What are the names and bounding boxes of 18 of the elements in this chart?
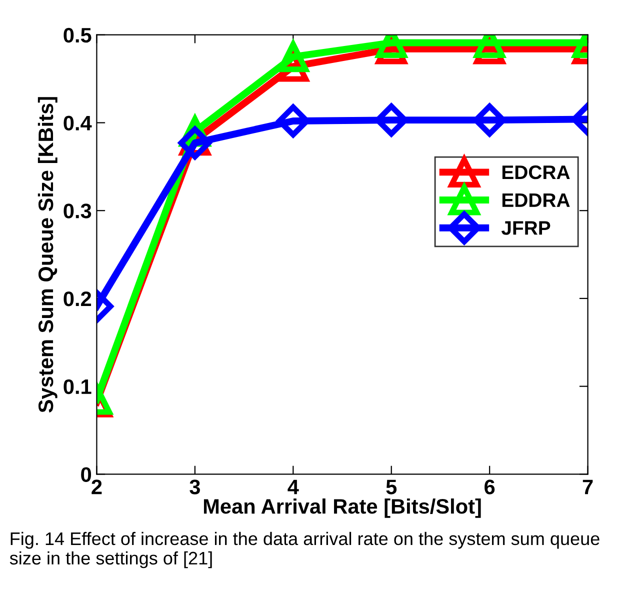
legend-label: EDDRA [502, 193, 570, 207]
legend-label: JFRP [501, 221, 550, 235]
x-tick-label: 2 [92, 480, 102, 494]
y-tick-label: 0.2 [64, 291, 92, 306]
y-tick-label: 0 [81, 467, 92, 482]
y-tick-label: 0.4 [64, 116, 92, 130]
legend-label: EDCRA [502, 165, 570, 180]
x-axis-title: Mean Arrival Rate [Bits/Slot] [204, 498, 481, 518]
x-tick-label: 4 [288, 480, 299, 494]
x-tick-label: 6 [484, 480, 495, 494]
x-tick-label: 7 [582, 480, 593, 494]
y-axis-title: System Sum Queue Size [KBits] [38, 97, 58, 413]
y-tick-label: 0.1 [64, 379, 92, 394]
y-tick-label: 0.3 [64, 204, 92, 218]
caption: Fig. 14 Effect of increase in the data arrival rate on the system sum queue size in the settings of [21] [10, 532, 600, 568]
x-tick-label: 3 [190, 480, 200, 494]
y-tick-label: 0.5 [64, 28, 92, 43]
x-tick-label: 5 [386, 480, 397, 494]
